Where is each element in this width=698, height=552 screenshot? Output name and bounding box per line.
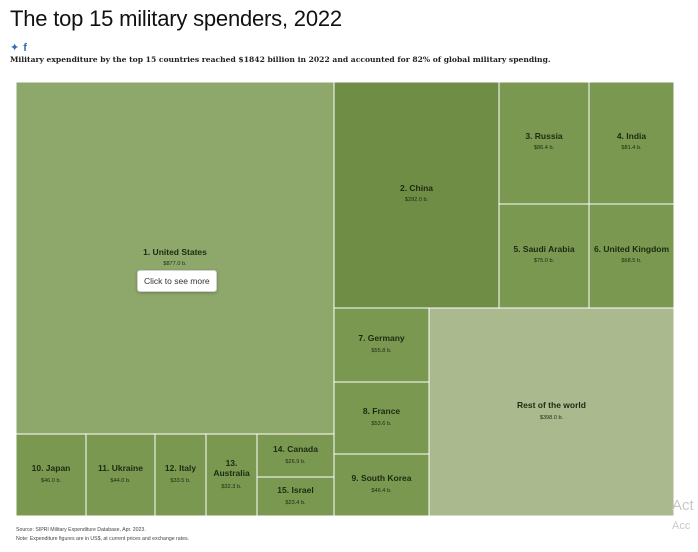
- tile-value-ukraine: $44.0 b.: [110, 478, 131, 484]
- tile-ukraine[interactable]: 11. Ukraine $44.0 b.: [85, 433, 156, 517]
- tile-label-united-states: 1. United States: [143, 247, 207, 257]
- tile-value-united-kingdom: $68.5 b.: [621, 258, 642, 264]
- tile-rect-australia[interactable]: [205, 433, 258, 517]
- tile-rect-india[interactable]: [588, 81, 675, 205]
- tile-rect-united-kingdom[interactable]: [588, 203, 675, 309]
- tile-label-united-kingdom: 6. United Kingdom: [594, 244, 670, 254]
- tile-label-india: 4. India: [617, 131, 647, 141]
- tile-value-germany: $55.8 b.: [371, 348, 392, 354]
- tile-label-russia: 3. Russia: [525, 131, 563, 141]
- tile-germany[interactable]: 7. Germany $55.8 b.: [333, 307, 430, 383]
- tile-russia[interactable]: 3. Russia $86.4 b.: [498, 81, 590, 205]
- tile-label-israel: 15. Israel: [277, 485, 313, 495]
- tile-label-canada: 14. Canada: [273, 444, 318, 454]
- tile-value-russia: $86.4 b.: [534, 145, 555, 151]
- tile-rect-united-states[interactable]: [15, 81, 335, 435]
- tile-italy[interactable]: 12. Italy $33.5 b.: [154, 433, 207, 517]
- tile-japan[interactable]: 10. Japan $46.0 b.: [15, 433, 87, 517]
- tile-india[interactable]: 4. India $81.4 b.: [588, 81, 675, 205]
- tile-value-saudi-arabia: $75.0 b.: [534, 258, 555, 264]
- tile-france[interactable]: 8. France $53.6 b.: [333, 381, 430, 455]
- watermark-line-1: Act: [672, 497, 694, 514]
- tile-rect-south-korea[interactable]: [333, 453, 430, 517]
- expenditure-note: Note: Expenditure figures are in US$, at…: [16, 536, 190, 542]
- tile-rect-germany[interactable]: [333, 307, 430, 383]
- tooltip[interactable]: Click to see more: [137, 270, 217, 292]
- chart-subtitle: Military expenditure by the top 15 count…: [10, 55, 551, 64]
- tile-united-kingdom[interactable]: 6. United Kingdom $68.5 b.: [588, 203, 675, 309]
- tile-rest-of-the-world[interactable]: Rest of the world $398.0 b.: [428, 307, 675, 517]
- tile-rect-canada[interactable]: [256, 433, 335, 478]
- watermark-line-2: Acc: [672, 520, 691, 532]
- tile-value-australia: $32.3 b.: [221, 484, 242, 490]
- tile-value-israel: $23.4 b.: [285, 500, 306, 506]
- tile-value-south-korea: $46.4 b.: [371, 488, 392, 494]
- tile-rect-france[interactable]: [333, 381, 430, 455]
- tile-value-china: $292.0 b.: [405, 197, 429, 203]
- tile-label-germany: 7. Germany: [358, 333, 405, 343]
- tile-label-south-korea: 9. South Korea: [352, 473, 412, 483]
- tile-rect-israel[interactable]: [256, 476, 335, 517]
- tile-label-ukraine: 11. Ukraine: [98, 463, 143, 473]
- tile-china[interactable]: 2. China $292.0 b.: [333, 81, 500, 309]
- tile-label-italy: 12. Italy: [165, 463, 196, 473]
- tile-israel[interactable]: 15. Israel $23.4 b.: [256, 476, 335, 517]
- tile-rect-russia[interactable]: [498, 81, 590, 205]
- tile-rect-italy[interactable]: [154, 433, 207, 517]
- tile-south-korea[interactable]: 9. South Korea $46.4 b.: [333, 453, 430, 517]
- tile-value-india: $81.4 b.: [621, 145, 642, 151]
- share-links: ✦ f: [10, 43, 27, 54]
- tile-australia[interactable]: 13. Australia $32.3 b.: [205, 433, 258, 517]
- tile-label-france: 8. France: [363, 406, 401, 416]
- tile-saudi-arabia[interactable]: 5. Saudi Arabia $75.0 b.: [498, 203, 590, 309]
- tile-label-saudi-arabia: 5. Saudi Arabia: [513, 244, 574, 254]
- chart-title: The top 15 military spenders, 2022: [10, 6, 342, 31]
- tile-label-china: 2. China: [400, 183, 433, 193]
- tile-value-italy: $33.5 b.: [170, 478, 191, 484]
- tile-rect-rest-of-the-world[interactable]: [428, 307, 675, 517]
- tile-value-united-states: $877.0 b.: [163, 261, 187, 267]
- tile-value-france: $53.6 b.: [371, 421, 392, 427]
- tile-value-canada: $26.9 b.: [285, 459, 306, 465]
- tile-rect-japan[interactable]: [15, 433, 87, 517]
- source-note: Source: SIPRI Military Expenditure Datab…: [16, 527, 146, 533]
- facebook-icon[interactable]: f: [23, 42, 27, 54]
- tile-label-japan: 10. Japan: [32, 463, 71, 473]
- tile-united-states[interactable]: 1. United States $877.0 b.: [15, 81, 335, 435]
- tile-label-rest-of-the-world: Rest of the world: [517, 400, 586, 410]
- tile-rect-china[interactable]: [333, 81, 500, 309]
- tile-value-rest-of-the-world: $398.0 b.: [540, 415, 564, 421]
- tile-rect-saudi-arabia[interactable]: [498, 203, 590, 309]
- tile-rect-ukraine[interactable]: [85, 433, 156, 517]
- tile-label-australia: 13. Australia: [213, 458, 250, 478]
- footer-notes: Source: SIPRI Military Expenditure Datab…: [16, 526, 189, 544]
- tile-canada[interactable]: 14. Canada $26.9 b.: [256, 433, 335, 478]
- activation-watermark: Act Acc: [672, 496, 698, 536]
- tile-value-japan: $46.0 b.: [41, 478, 62, 484]
- twitter-icon[interactable]: ✦: [10, 42, 20, 54]
